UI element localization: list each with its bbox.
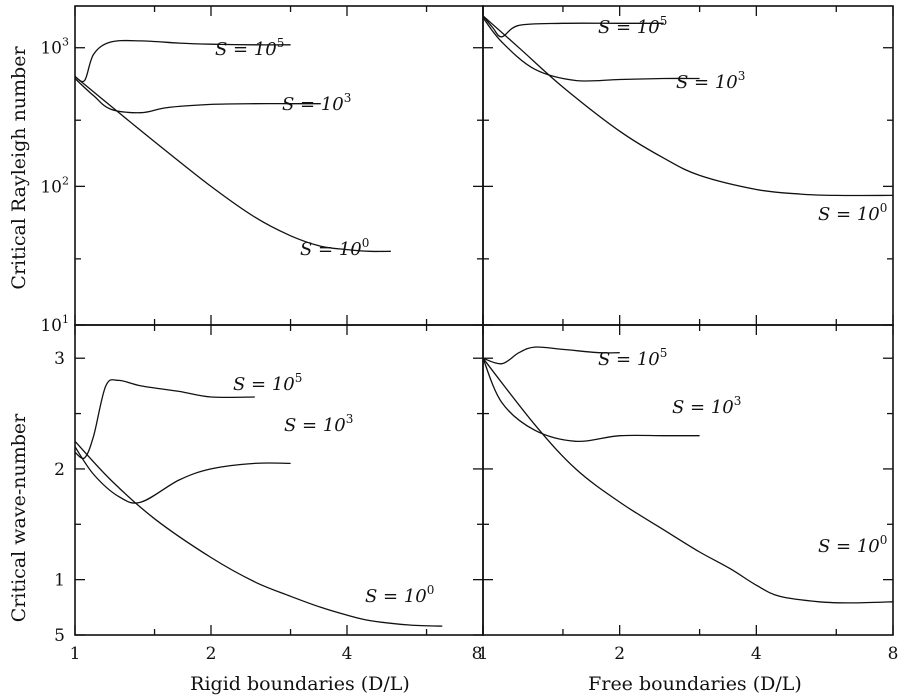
series-label: S = 105 [215,36,284,60]
x-tick-label: 4 [342,644,353,664]
panel-frame [482,324,894,636]
x-tick-label: 2 [614,644,625,664]
series-line-top-right-0 [482,15,664,38]
series-label: S = 103 [282,91,351,115]
series-line-bottom-left-1 [74,446,291,504]
series-label: S = 103 [672,394,741,418]
panel-top-right: S = 105 S = 103 S = 100 [482,5,894,326]
series-line-bottom-right-0 [482,346,620,365]
series-label: S = 103 [676,69,745,93]
x-tick-label: 4 [751,644,762,664]
series-label: S = 105 [598,14,667,38]
panel-frame [482,5,894,326]
series-line-bottom-right-2 [482,357,894,604]
x-tick-label: 2 [206,644,217,664]
y-tick-label: 1 [54,571,65,591]
series-line-top-left-1 [74,78,321,114]
series-line-top-left-0 [74,39,291,83]
x-tick-label: 8 [888,644,899,664]
series-line-bottom-left-2 [74,440,443,627]
series-label: S = 100 [818,533,887,557]
y-axis-title-top: Critical Rayleigh number [8,46,30,290]
x-axis-title-right: Free boundaries (D/L) [588,673,802,695]
y-axis-title-bottom: Critical wave-number [8,413,30,622]
panel-top-left: 101 102 103 S = 105 S = 103 S = 100 [40,5,484,336]
series-label: S = 100 [365,583,434,607]
y-tick-label: 5 [54,626,65,646]
series-label: S = 103 [284,412,353,436]
series-label: S = 100 [818,201,887,225]
x-tick-label: 1 [478,644,489,664]
panel-frame [74,5,484,326]
y-tick-label: 103 [40,36,69,59]
series-line-top-left-2 [74,75,391,253]
series-label: S = 105 [233,371,302,395]
y-tick-label: 2 [54,460,65,480]
y-tick-label: 101 [40,313,69,336]
x-axis-title-left: Rigid boundaries (D/L) [190,673,410,695]
series-line-bottom-left-0 [74,379,255,460]
series-line-top-right-2 [482,15,894,197]
y-tick-label: 3 [54,349,65,369]
series-label: S = 105 [598,346,667,370]
x-tick-label: 8 [472,644,483,664]
series-line-top-right-1 [482,17,700,82]
x-tick-label: 1 [70,644,81,664]
y-tick-label: 102 [40,174,69,197]
series-line-bottom-right-1 [482,357,700,443]
series-label: S = 100 [300,236,369,260]
